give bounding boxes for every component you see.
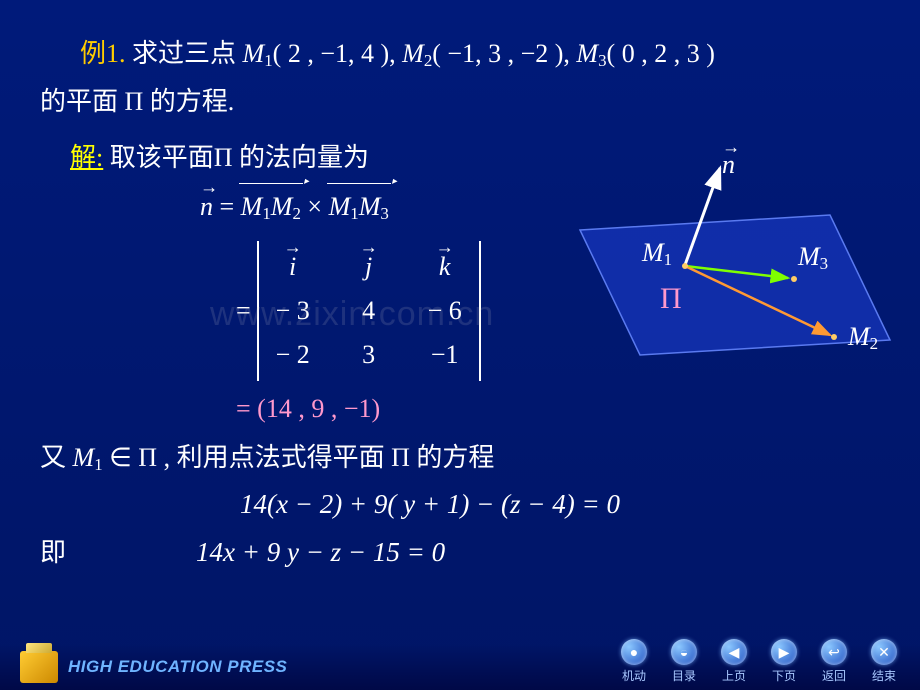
eq1-text: 14(x − 2) + 9( y + 1) − (z − 4) = 0 bbox=[240, 489, 620, 519]
det-i: i bbox=[271, 245, 315, 289]
det-11: 4 bbox=[347, 289, 391, 333]
seg-a1s: 1 bbox=[262, 204, 270, 223]
m1-sub: 1 bbox=[264, 51, 272, 70]
in-pi: ∈ Π , bbox=[103, 443, 170, 472]
m1bs: 1 bbox=[94, 455, 102, 474]
nav-label-3: 下页 bbox=[772, 667, 796, 684]
p2: ( −1, 3 , −2 ), bbox=[432, 39, 576, 68]
m2-label: M2 bbox=[848, 322, 878, 354]
det-k: k bbox=[423, 245, 467, 289]
m3: M bbox=[576, 39, 598, 68]
det-eq: = bbox=[236, 289, 251, 333]
det-j: j bbox=[347, 245, 391, 289]
p3: ( 0 , 2 , 3 ) bbox=[607, 39, 715, 68]
nav-icon-1: ◒ bbox=[671, 639, 697, 665]
nav-button-3[interactable]: ▶ 下页 bbox=[766, 639, 802, 684]
nav-button-1[interactable]: ◒ 目录 bbox=[666, 639, 702, 684]
m1-label: M1 bbox=[642, 238, 672, 270]
det-22: −1 bbox=[423, 333, 467, 377]
footer-bar: HIGH EDUCATION PRESS ●机动◒目录◀上页▶下页↩返回✕结束 bbox=[0, 644, 920, 690]
det-20: − 2 bbox=[271, 333, 315, 377]
m1: M bbox=[243, 39, 265, 68]
det-12: − 6 bbox=[423, 289, 467, 333]
final-line: 即 14x + 9 y − z − 15 = 0 bbox=[40, 530, 880, 576]
solve-label: 解: bbox=[70, 143, 103, 172]
seg-a2: M bbox=[271, 192, 293, 221]
m1b: M bbox=[73, 443, 95, 472]
m2-sub: 2 bbox=[424, 51, 432, 70]
pi-label: Π bbox=[660, 282, 682, 316]
nav-icon-5: ✕ bbox=[871, 639, 897, 665]
m2-dot bbox=[831, 334, 837, 340]
eq: = bbox=[220, 192, 241, 221]
equation-1: 14(x − 2) + 9( y + 1) − (z − 4) = 0 bbox=[240, 482, 880, 528]
problem-line-2: 的平面 Π 的方程. bbox=[40, 80, 880, 124]
publisher-brand: HIGH EDUCATION PRESS bbox=[68, 657, 287, 677]
times: × bbox=[307, 192, 328, 221]
ie-label: 即 bbox=[40, 531, 66, 575]
seg-b1: M bbox=[329, 192, 351, 221]
nav-button-5[interactable]: ✕ 结束 bbox=[866, 639, 902, 684]
nav-label-4: 返回 bbox=[822, 667, 846, 684]
point-normal-line: 又 M1 ∈ Π , 利用点法式得平面 Π 的方程 bbox=[40, 436, 880, 480]
m3-label: M3 bbox=[798, 242, 828, 274]
nav-button-0[interactable]: ● 机动 bbox=[616, 639, 652, 684]
nav-icon-2: ◀ bbox=[721, 639, 747, 665]
nav-label-0: 机动 bbox=[622, 667, 646, 684]
seg-b2: M bbox=[359, 192, 381, 221]
nav-icon-4: ↩ bbox=[821, 639, 847, 665]
p1: ( 2 , −1, 4 ), bbox=[273, 39, 402, 68]
final-eq: 14x + 9 y − z − 15 = 0 bbox=[196, 530, 445, 576]
n-label: n bbox=[722, 150, 735, 180]
nav-button-2[interactable]: ◀ 上页 bbox=[716, 639, 752, 684]
m3-dot bbox=[791, 276, 797, 282]
pre: 又 bbox=[40, 443, 73, 472]
nav-icon-0: ● bbox=[621, 639, 647, 665]
nav-label-1: 目录 bbox=[672, 667, 696, 684]
problem-line-1: 例1. 求过三点 M1( 2 , −1, 4 ), M2( −1, 3 , −2… bbox=[80, 32, 880, 76]
det-10: − 3 bbox=[271, 289, 315, 333]
nav-button-4[interactable]: ↩ 返回 bbox=[816, 639, 852, 684]
nav-buttons: ● 机动 ◒ 目录 ◀ 上页 ▶ 下页 ↩ 返回 ✕ 结束 bbox=[616, 639, 902, 684]
publisher-logo-icon bbox=[20, 651, 58, 683]
post: 利用点法式得平面 Π 的方程 bbox=[170, 443, 494, 472]
det-21: 3 bbox=[347, 333, 391, 377]
seg-b2s: 3 bbox=[380, 204, 388, 223]
seg-b1s: 1 bbox=[350, 204, 358, 223]
plane-shape bbox=[580, 215, 890, 355]
solve-text: 取该平面Π 的法向量为 bbox=[103, 143, 369, 172]
m1-dot bbox=[682, 263, 688, 269]
m3-sub: 3 bbox=[598, 51, 606, 70]
n-vec: n bbox=[200, 192, 213, 221]
text: 求过三点 bbox=[126, 39, 243, 68]
nav-label-2: 上页 bbox=[722, 667, 746, 684]
nav-label-5: 结束 bbox=[872, 667, 896, 684]
nav-icon-3: ▶ bbox=[771, 639, 797, 665]
seg-a2s: 2 bbox=[292, 204, 300, 223]
plane-diagram: n M1 M3 M2 Π bbox=[570, 150, 900, 400]
seg-a1: M bbox=[241, 192, 263, 221]
m2: M bbox=[402, 39, 424, 68]
example-label: 例1. bbox=[80, 39, 126, 68]
